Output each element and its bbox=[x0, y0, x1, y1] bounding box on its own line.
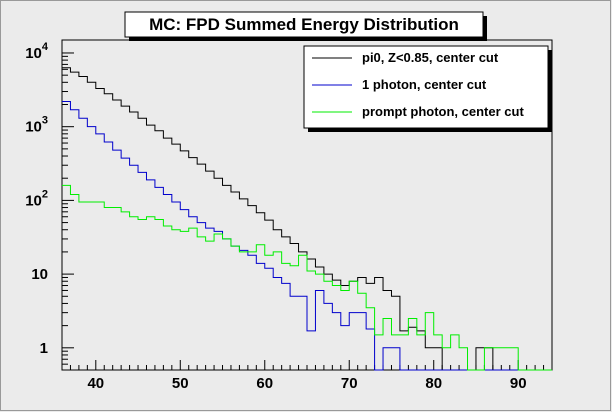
series-line-0 bbox=[62, 67, 552, 371]
y-tick-label: 10 bbox=[31, 266, 48, 283]
y-tick-label: 104 bbox=[25, 41, 49, 62]
legend-label-0: pi0, Z<0.85, center cut bbox=[362, 50, 499, 65]
legend-label-2: prompt photon, center cut bbox=[362, 104, 524, 119]
y-tick-base: 10 bbox=[25, 119, 42, 136]
y-tick-exponent: 3 bbox=[42, 115, 48, 127]
legend: pi0, Z<0.85, center cut 1 photon, center … bbox=[303, 45, 552, 132]
series-line-1 bbox=[62, 100, 552, 371]
y-tick-exponent: 2 bbox=[42, 188, 48, 200]
y-tick-base: 10 bbox=[31, 266, 48, 283]
x-tick-label: 80 bbox=[425, 375, 442, 392]
x-tick-label: 70 bbox=[341, 375, 358, 392]
legend-background bbox=[303, 45, 549, 129]
x-tick-label: 50 bbox=[172, 375, 189, 392]
series-line-2 bbox=[62, 184, 552, 371]
y-tick-base: 1 bbox=[40, 340, 48, 357]
legend-label-1: 1 photon, center cut bbox=[362, 77, 487, 92]
legend-entries: pi0, Z<0.85, center cut 1 photon, center … bbox=[312, 50, 524, 119]
title-background bbox=[124, 11, 484, 38]
chart-title: MC: FPD Summed Energy Distribution bbox=[149, 15, 459, 34]
y-tick-label: 1 bbox=[40, 340, 48, 357]
series-layer bbox=[62, 67, 552, 371]
x-tick-label: 40 bbox=[87, 375, 104, 392]
chart-title-box: MC: FPD Summed Energy Distribution bbox=[124, 11, 487, 41]
y-tick-base: 10 bbox=[25, 192, 42, 209]
x-tick-label: 60 bbox=[256, 375, 273, 392]
y-tick-label: 102 bbox=[25, 188, 48, 209]
y-tick-label: 103 bbox=[25, 115, 48, 136]
y-tick-exponent: 4 bbox=[42, 41, 49, 53]
y-tick-base: 10 bbox=[25, 45, 42, 62]
x-tick-label: 90 bbox=[510, 375, 527, 392]
